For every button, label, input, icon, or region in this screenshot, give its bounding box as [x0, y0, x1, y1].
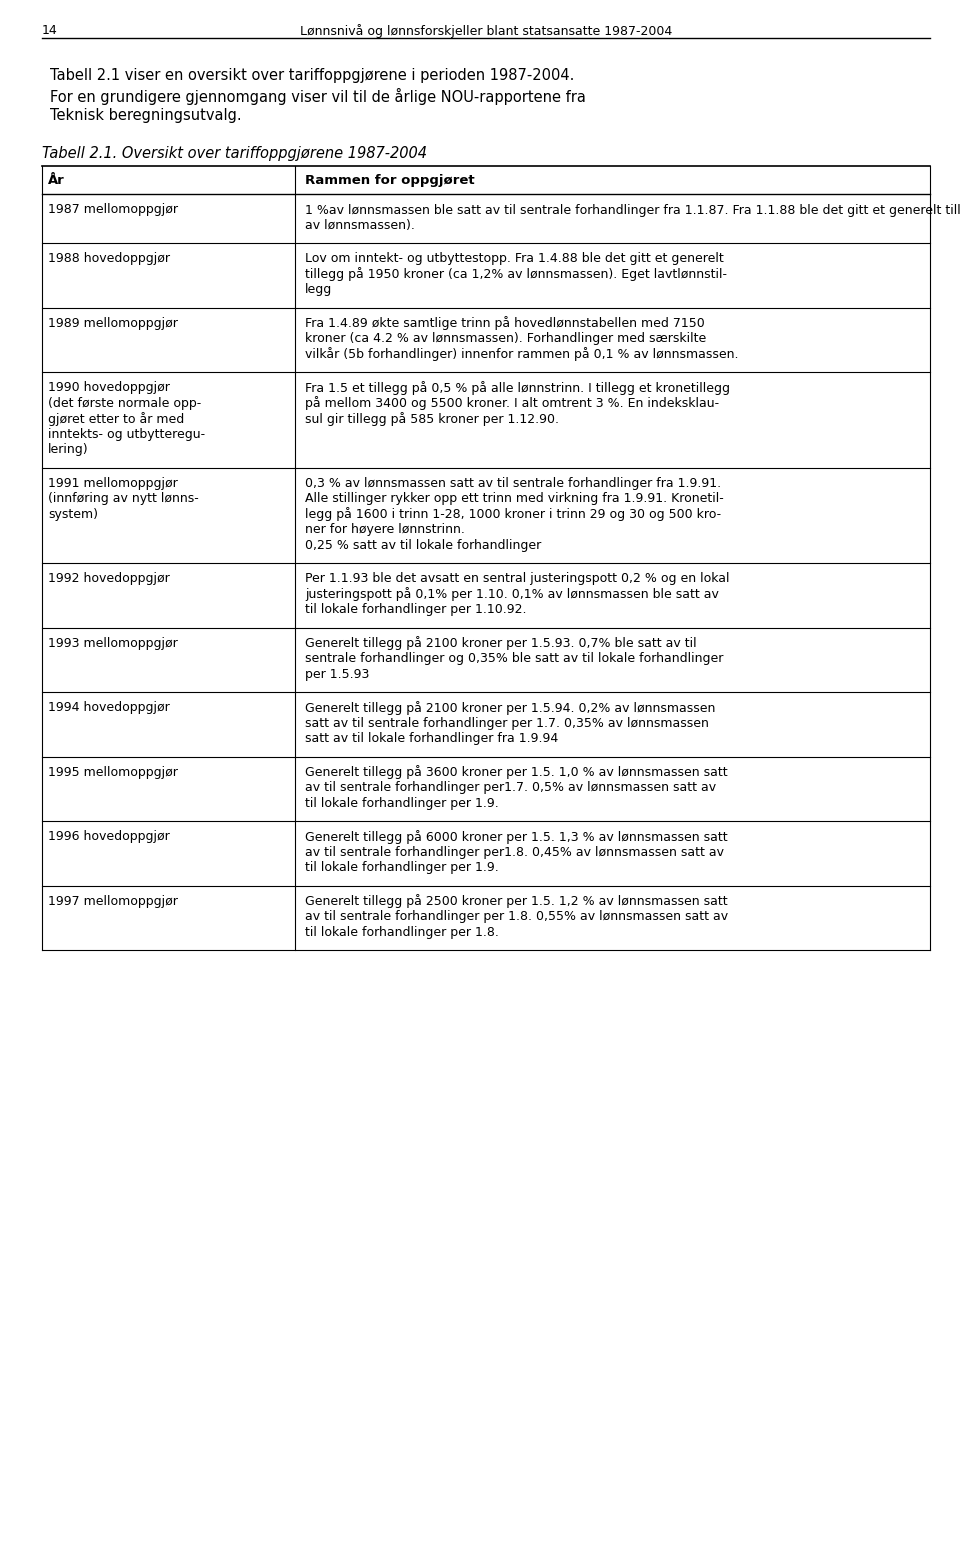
Text: 1988 hovedoppgjør: 1988 hovedoppgjør [48, 251, 170, 265]
Text: Teknisk beregningsutvalg.: Teknisk beregningsutvalg. [50, 108, 242, 123]
Text: Tabell 2.1. Oversikt over tariffoppgjørene 1987-2004: Tabell 2.1. Oversikt over tariffoppgjøre… [42, 147, 427, 161]
Text: 1 %av lønnsmassen ble satt av til sentrale forhandlinger fra 1.1.87. Fra 1.1.88 : 1 %av lønnsmassen ble satt av til sentra… [305, 203, 960, 217]
Text: vilkår (5b forhandlinger) innenfor rammen på 0,1 % av lønnsmassen.: vilkår (5b forhandlinger) innenfor ramme… [305, 348, 738, 362]
Text: til lokale forhandlinger per 1.8.: til lokale forhandlinger per 1.8. [305, 926, 499, 938]
Text: (det første normale opp-: (det første normale opp- [48, 396, 202, 409]
Text: ner for høyere lønnstrinn.: ner for høyere lønnstrinn. [305, 523, 465, 535]
Text: av til sentrale forhandlinger per1.8. 0,45% av lønnsmassen satt av: av til sentrale forhandlinger per1.8. 0,… [305, 846, 724, 859]
Text: kroner (ca 4.2 % av lønnsmassen). Forhandlinger med særskilte: kroner (ca 4.2 % av lønnsmassen). Forhan… [305, 332, 707, 345]
Text: til lokale forhandlinger per 1.9.: til lokale forhandlinger per 1.9. [305, 796, 499, 810]
Text: gjøret etter to år med: gjøret etter to år med [48, 412, 184, 426]
Text: lering): lering) [48, 443, 88, 456]
Text: Tabell 2.1 viser en oversikt over tariffoppgjørene i perioden 1987-2004.: Tabell 2.1 viser en oversikt over tariff… [50, 69, 574, 83]
Text: Fra 1.4.89 økte samtlige trinn på hovedlønnstabellen med 7150: Fra 1.4.89 økte samtlige trinn på hovedl… [305, 317, 705, 331]
Text: 1991 mellomoppgjør: 1991 mellomoppgjør [48, 476, 178, 490]
Text: 1994 hovedoppgjør: 1994 hovedoppgjør [48, 701, 170, 713]
Text: 1990 hovedoppgjør: 1990 hovedoppgjør [48, 381, 170, 393]
Text: 1993 mellomoppgjør: 1993 mellomoppgjør [48, 637, 178, 649]
Text: av lønnsmassen).: av lønnsmassen). [305, 219, 415, 231]
Text: 0,25 % satt av til lokale forhandlinger: 0,25 % satt av til lokale forhandlinger [305, 539, 541, 551]
Text: 1989 mellomoppgjør: 1989 mellomoppgjør [48, 317, 178, 329]
Text: 1997 mellomoppgjør: 1997 mellomoppgjør [48, 894, 178, 907]
Text: satt av til sentrale forhandlinger per 1.7. 0,35% av lønnsmassen: satt av til sentrale forhandlinger per 1… [305, 716, 708, 729]
Text: sul gir tillegg på 585 kroner per 1.12.90.: sul gir tillegg på 585 kroner per 1.12.9… [305, 412, 559, 426]
Text: legg: legg [305, 283, 332, 297]
Text: Lov om inntekt- og utbyttestopp. Fra 1.4.88 ble det gitt et generelt: Lov om inntekt- og utbyttestopp. Fra 1.4… [305, 251, 724, 265]
Text: satt av til lokale forhandlinger fra 1.9.94: satt av til lokale forhandlinger fra 1.9… [305, 732, 559, 745]
Text: 1995 mellomoppgjør: 1995 mellomoppgjør [48, 765, 178, 779]
Text: Generelt tillegg på 2500 kroner per 1.5. 1,2 % av lønnsmassen satt: Generelt tillegg på 2500 kroner per 1.5.… [305, 894, 728, 909]
Text: 1987 mellomoppgjør: 1987 mellomoppgjør [48, 203, 178, 215]
Text: Generelt tillegg på 6000 kroner per 1.5. 1,3 % av lønnsmassen satt: Generelt tillegg på 6000 kroner per 1.5.… [305, 830, 728, 845]
Text: system): system) [48, 507, 98, 520]
Text: sentrale forhandlinger og 0,35% ble satt av til lokale forhandlinger: sentrale forhandlinger og 0,35% ble satt… [305, 652, 724, 665]
Text: Generelt tillegg på 2100 kroner per 1.5.94. 0,2% av lønnsmassen: Generelt tillegg på 2100 kroner per 1.5.… [305, 701, 715, 715]
Text: Fra 1.5 et tillegg på 0,5 % på alle lønnstrinn. I tillegg et kronetillegg: Fra 1.5 et tillegg på 0,5 % på alle lønn… [305, 381, 730, 395]
Text: til lokale forhandlinger per 1.9.: til lokale forhandlinger per 1.9. [305, 862, 499, 874]
Text: 14: 14 [42, 23, 58, 37]
Text: justeringspott på 0,1% per 1.10. 0,1% av lønnsmassen ble satt av: justeringspott på 0,1% per 1.10. 0,1% av… [305, 587, 719, 601]
Text: tillegg på 1950 kroner (ca 1,2% av lønnsmassen). Eget lavtlønnstil-: tillegg på 1950 kroner (ca 1,2% av lønns… [305, 267, 727, 281]
Text: Generelt tillegg på 2100 kroner per 1.5.93. 0,7% ble satt av til: Generelt tillegg på 2100 kroner per 1.5.… [305, 637, 697, 651]
Text: Generelt tillegg på 3600 kroner per 1.5. 1,0 % av lønnsmassen satt: Generelt tillegg på 3600 kroner per 1.5.… [305, 765, 728, 779]
Text: Lønnsnivå og lønnsforskjeller blant statsansatte 1987-2004: Lønnsnivå og lønnsforskjeller blant stat… [300, 23, 672, 37]
Text: 1992 hovedoppgjør: 1992 hovedoppgjør [48, 571, 170, 585]
Text: 0,3 % av lønnsmassen satt av til sentrale forhandlinger fra 1.9.91.: 0,3 % av lønnsmassen satt av til sentral… [305, 476, 721, 490]
Text: av til sentrale forhandlinger per1.7. 0,5% av lønnsmassen satt av: av til sentrale forhandlinger per1.7. 0,… [305, 780, 716, 795]
Text: Rammen for oppgjøret: Rammen for oppgjøret [305, 173, 474, 187]
Text: til lokale forhandlinger per 1.10.92.: til lokale forhandlinger per 1.10.92. [305, 603, 527, 617]
Text: på mellom 3400 og 5500 kroner. I alt omtrent 3 %. En indeksklau-: på mellom 3400 og 5500 kroner. I alt omt… [305, 396, 719, 411]
Text: legg på 1600 i trinn 1-28, 1000 kroner i trinn 29 og 30 og 500 kro-: legg på 1600 i trinn 1-28, 1000 kroner i… [305, 507, 721, 521]
Text: År: År [48, 173, 64, 187]
Text: 1996 hovedoppgjør: 1996 hovedoppgjør [48, 830, 170, 843]
Text: Per 1.1.93 ble det avsatt en sentral justeringspott 0,2 % og en lokal: Per 1.1.93 ble det avsatt en sentral jus… [305, 571, 730, 585]
Text: av til sentrale forhandlinger per 1.8. 0,55% av lønnsmassen satt av: av til sentrale forhandlinger per 1.8. 0… [305, 910, 729, 923]
Text: Alle stillinger rykker opp ett trinn med virkning fra 1.9.91. Kronetil-: Alle stillinger rykker opp ett trinn med… [305, 492, 724, 506]
Text: inntekts- og utbytteregu-: inntekts- og utbytteregu- [48, 428, 205, 440]
Text: per 1.5.93: per 1.5.93 [305, 668, 370, 681]
Text: For en grundigere gjennomgang viser vil til de årlige NOU-rapportene fra: For en grundigere gjennomgang viser vil … [50, 87, 586, 105]
Text: (innføring av nytt lønns-: (innføring av nytt lønns- [48, 492, 199, 506]
